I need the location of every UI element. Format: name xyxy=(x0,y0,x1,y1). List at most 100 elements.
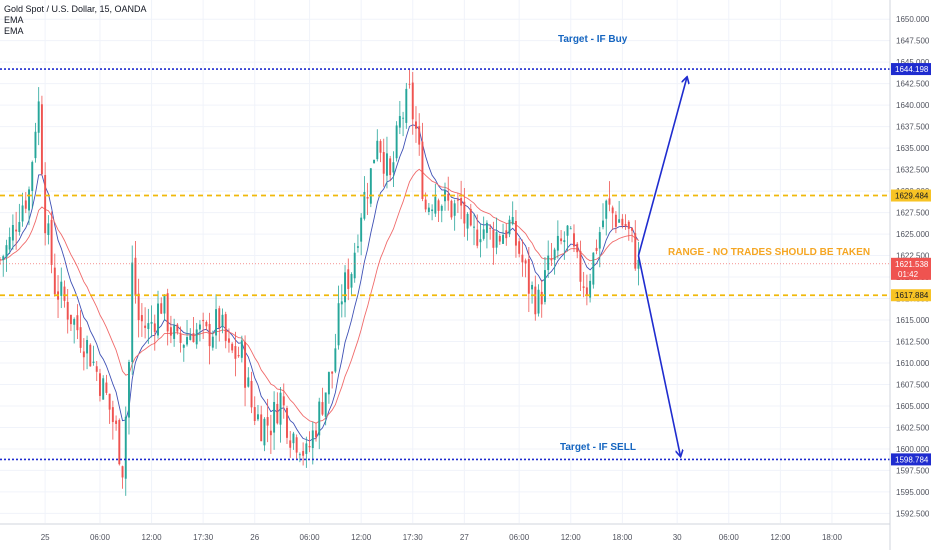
range-label[interactable]: RANGE - NO TRADES SHOULD BE TAKEN xyxy=(668,247,871,258)
arrow-up xyxy=(637,78,686,256)
candle-body xyxy=(227,338,230,343)
candle-body xyxy=(118,419,121,465)
candle-body xyxy=(602,220,604,228)
candle-body xyxy=(505,230,508,239)
candle-body xyxy=(273,401,276,433)
price-tick-label: 1592.500 xyxy=(896,509,930,518)
candle-body xyxy=(182,345,185,348)
ema-indicator-1[interactable]: EMA xyxy=(4,15,24,25)
candle-body xyxy=(92,361,95,363)
candle-body xyxy=(211,336,214,348)
candle-body xyxy=(224,314,227,341)
candle-body xyxy=(589,280,592,298)
price-tick-label: 1625.000 xyxy=(896,230,930,239)
time-tick-label: 06:00 xyxy=(90,533,111,542)
candle-body xyxy=(631,227,633,231)
price-tick-label: 1605.000 xyxy=(896,402,930,411)
candle-body xyxy=(482,229,485,239)
price-levels xyxy=(0,68,890,461)
candle-body xyxy=(176,324,179,332)
price-tick-label: 1610.000 xyxy=(896,359,930,368)
candle-body xyxy=(205,321,208,327)
candle-body xyxy=(447,193,450,201)
candle-body xyxy=(308,445,311,448)
candle-body xyxy=(244,341,247,388)
target-sell-label[interactable]: Target - IF SELL xyxy=(560,442,636,453)
price-tick-label: 1632.500 xyxy=(896,166,930,175)
price-tick-label: 1612.500 xyxy=(896,338,930,347)
candle-body xyxy=(585,287,588,295)
candle-body xyxy=(115,420,118,424)
candle-body xyxy=(547,255,550,271)
candle-body xyxy=(450,200,453,218)
price-tick-label: 1622.500 xyxy=(896,252,930,261)
candle-body xyxy=(21,205,24,222)
candle-body xyxy=(563,240,566,243)
target-buy-label[interactable]: Target - IF Buy xyxy=(558,34,628,45)
candle-body xyxy=(318,401,321,436)
price-tick-label: 1600.000 xyxy=(896,445,930,454)
candle-body xyxy=(131,262,134,362)
candle-body xyxy=(334,348,337,372)
time-tick-label: 26 xyxy=(250,533,259,542)
price-tick-label: 1607.500 xyxy=(896,380,930,389)
price-tick-label: 1645.000 xyxy=(896,58,930,67)
candle-body xyxy=(595,247,598,251)
candle-body xyxy=(511,217,514,225)
candle-body xyxy=(295,437,298,453)
candle-body xyxy=(637,259,640,269)
candle-body xyxy=(627,221,630,229)
symbol-title[interactable]: Gold Spot / U.S. Dollar, 15, OANDA xyxy=(4,4,147,14)
level-price-tag xyxy=(891,453,931,466)
price-tick-label: 1615.000 xyxy=(896,316,930,325)
candle-body xyxy=(369,168,372,204)
candle-body xyxy=(60,281,63,296)
candle-body xyxy=(405,88,408,123)
price-tick-label: 1595.000 xyxy=(896,488,930,497)
candle-body xyxy=(186,337,188,345)
candle-body xyxy=(353,252,356,279)
candle-body xyxy=(543,270,546,302)
candle-body xyxy=(95,366,98,372)
candle-body xyxy=(537,289,540,314)
candle-body xyxy=(282,396,285,406)
candle-body xyxy=(305,443,308,454)
candle-body xyxy=(292,433,295,444)
candle-body xyxy=(208,323,211,347)
candle-body xyxy=(440,205,443,211)
candle-body xyxy=(608,198,611,205)
time-tick-label: 18:00 xyxy=(612,533,633,542)
candle-body xyxy=(437,200,440,211)
candle-body xyxy=(485,222,488,233)
candle-body xyxy=(31,162,34,191)
candle-body xyxy=(195,329,198,345)
candle-body xyxy=(527,259,530,294)
candle-body xyxy=(73,319,76,325)
candle-body xyxy=(376,140,379,160)
candle-body xyxy=(221,314,224,327)
time-tick-label: 12:00 xyxy=(770,533,791,542)
candle-body xyxy=(324,392,327,417)
time-tick-label: 06:00 xyxy=(719,533,740,542)
candle-body xyxy=(286,408,288,438)
candle-body xyxy=(569,228,572,230)
candle-body xyxy=(576,243,579,253)
time-tick-label: 30 xyxy=(673,533,682,542)
candle-body xyxy=(108,393,111,410)
candles xyxy=(0,69,640,496)
candle-body xyxy=(411,82,414,120)
candle-body xyxy=(0,259,1,261)
candle-body xyxy=(389,158,392,176)
ema-indicator-2[interactable]: EMA xyxy=(4,26,24,36)
candle-body xyxy=(198,324,201,330)
price-tick-label: 1597.500 xyxy=(896,466,930,475)
candle-body xyxy=(102,378,105,400)
candle-body xyxy=(121,466,124,478)
chart-legend: Gold Spot / U.S. Dollar, 15, OANDA EMA E… xyxy=(4,4,147,37)
candle-body xyxy=(373,159,376,164)
candle-body xyxy=(592,252,595,285)
candle-body xyxy=(179,334,182,343)
candle-body xyxy=(456,199,459,201)
candle-body xyxy=(534,286,537,315)
